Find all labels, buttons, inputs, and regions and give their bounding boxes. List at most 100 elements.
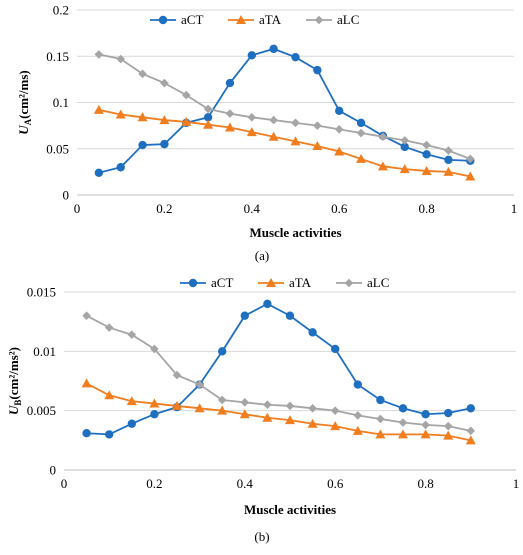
data-point: [378, 132, 388, 142]
legend-marker: [158, 15, 168, 25]
data-point: [308, 403, 317, 413]
legend-label: aCT: [181, 12, 203, 27]
data-point: [422, 140, 431, 150]
data-point: [356, 118, 366, 128]
series-aTA: [93, 104, 476, 181]
data-point: [444, 146, 453, 155]
data-point: [334, 146, 345, 156]
data-point: [399, 164, 410, 174]
y-axis-title: UB(cm²/ms²): [6, 347, 23, 415]
data-point: [466, 404, 475, 413]
data-point: [400, 142, 409, 152]
data-point: [466, 154, 475, 164]
legend-marker: [236, 15, 246, 24]
data-point: [308, 328, 317, 337]
data-point: [203, 104, 213, 114]
panel-label: (a): [255, 248, 269, 263]
data-point: [312, 140, 323, 150]
series-line: [86, 382, 471, 442]
data-point: [138, 140, 147, 150]
y-tick-label: 0.015: [27, 285, 56, 300]
data-point: [268, 131, 279, 141]
data-point: [194, 403, 205, 413]
data-point: [105, 430, 114, 439]
y-axis-title: UA(cm²/ms): [16, 70, 33, 135]
data-point: [172, 400, 182, 410]
x-tick-label: 0.6: [331, 201, 348, 216]
data-point: [246, 127, 257, 137]
data-point: [269, 44, 278, 54]
data-point: [444, 155, 453, 165]
data-point: [421, 420, 430, 430]
data-point: [421, 410, 430, 419]
x-tick-label: 0.8: [417, 476, 433, 491]
data-point: [443, 166, 454, 176]
data-point: [421, 165, 432, 175]
x-tick-label: 1: [513, 476, 520, 491]
data-point: [398, 404, 408, 413]
data-point: [307, 418, 318, 428]
legend-label: aCT: [211, 275, 233, 290]
data-point: [443, 421, 453, 431]
legend-marker: [188, 278, 198, 288]
data-point: [240, 311, 249, 320]
y-tick-label: 0.005: [27, 403, 56, 418]
series-line: [86, 314, 471, 432]
data-point: [116, 54, 125, 64]
y-tick-label: 0.15: [46, 49, 69, 64]
x-tick-label: 0.4: [237, 476, 254, 491]
legend-item: aTA: [228, 12, 282, 27]
data-point: [150, 410, 159, 419]
legend-marker: [266, 278, 276, 287]
series-line: [86, 302, 471, 436]
legend-item: aLC: [306, 12, 359, 27]
x-tick-label: 0: [61, 476, 68, 491]
series-aCT: [94, 44, 475, 177]
y-axis-title-subscript: A: [23, 118, 33, 125]
x-axis-title: Muscle activities: [249, 225, 341, 240]
series-aLC: [94, 50, 475, 164]
legend-item: aLC: [336, 275, 389, 290]
data-point: [247, 113, 257, 122]
data-point: [159, 115, 170, 125]
data-point: [376, 395, 385, 405]
y-axis-title-unit: (cm²/ms): [16, 70, 31, 119]
data-point: [217, 395, 227, 405]
data-point: [313, 121, 322, 130]
data-point: [285, 415, 295, 425]
data-point: [353, 380, 362, 389]
series-aCT: [82, 299, 475, 439]
data-point: [443, 430, 454, 440]
data-point: [398, 418, 408, 427]
data-point: [334, 125, 344, 134]
data-point: [225, 78, 235, 88]
data-point: [240, 398, 250, 407]
data-point: [444, 408, 453, 418]
legend-label: aLC: [337, 12, 359, 27]
x-tick-label: 0: [74, 201, 81, 216]
data-point: [247, 51, 256, 60]
data-point: [466, 426, 476, 436]
data-point: [82, 429, 91, 438]
legend-label: aTA: [259, 12, 282, 27]
y-tick-label: 0.1: [53, 95, 69, 110]
x-tick-label: 0.4: [244, 201, 261, 216]
data-point: [137, 112, 148, 122]
legend-marker: [344, 278, 354, 288]
data-point: [269, 115, 278, 125]
panel-label: (b): [254, 529, 269, 544]
data-point: [150, 344, 159, 354]
chart-panel-2: 0 0.005 0.01 0.015 0 0.2 0.4 0.6 0.8 1 aCT aTA aLC Mu…: [6, 275, 519, 544]
data-point: [263, 299, 272, 309]
data-point: [115, 109, 126, 119]
legend-item: aCT: [150, 12, 203, 27]
series-aLC: [82, 311, 476, 436]
data-point: [104, 323, 114, 332]
y-axis-title-main: U: [16, 125, 31, 135]
y-gridlines: [77, 9, 514, 150]
legend: aCT aTA aLC: [180, 275, 389, 290]
data-point: [225, 109, 235, 118]
data-point: [116, 163, 125, 172]
